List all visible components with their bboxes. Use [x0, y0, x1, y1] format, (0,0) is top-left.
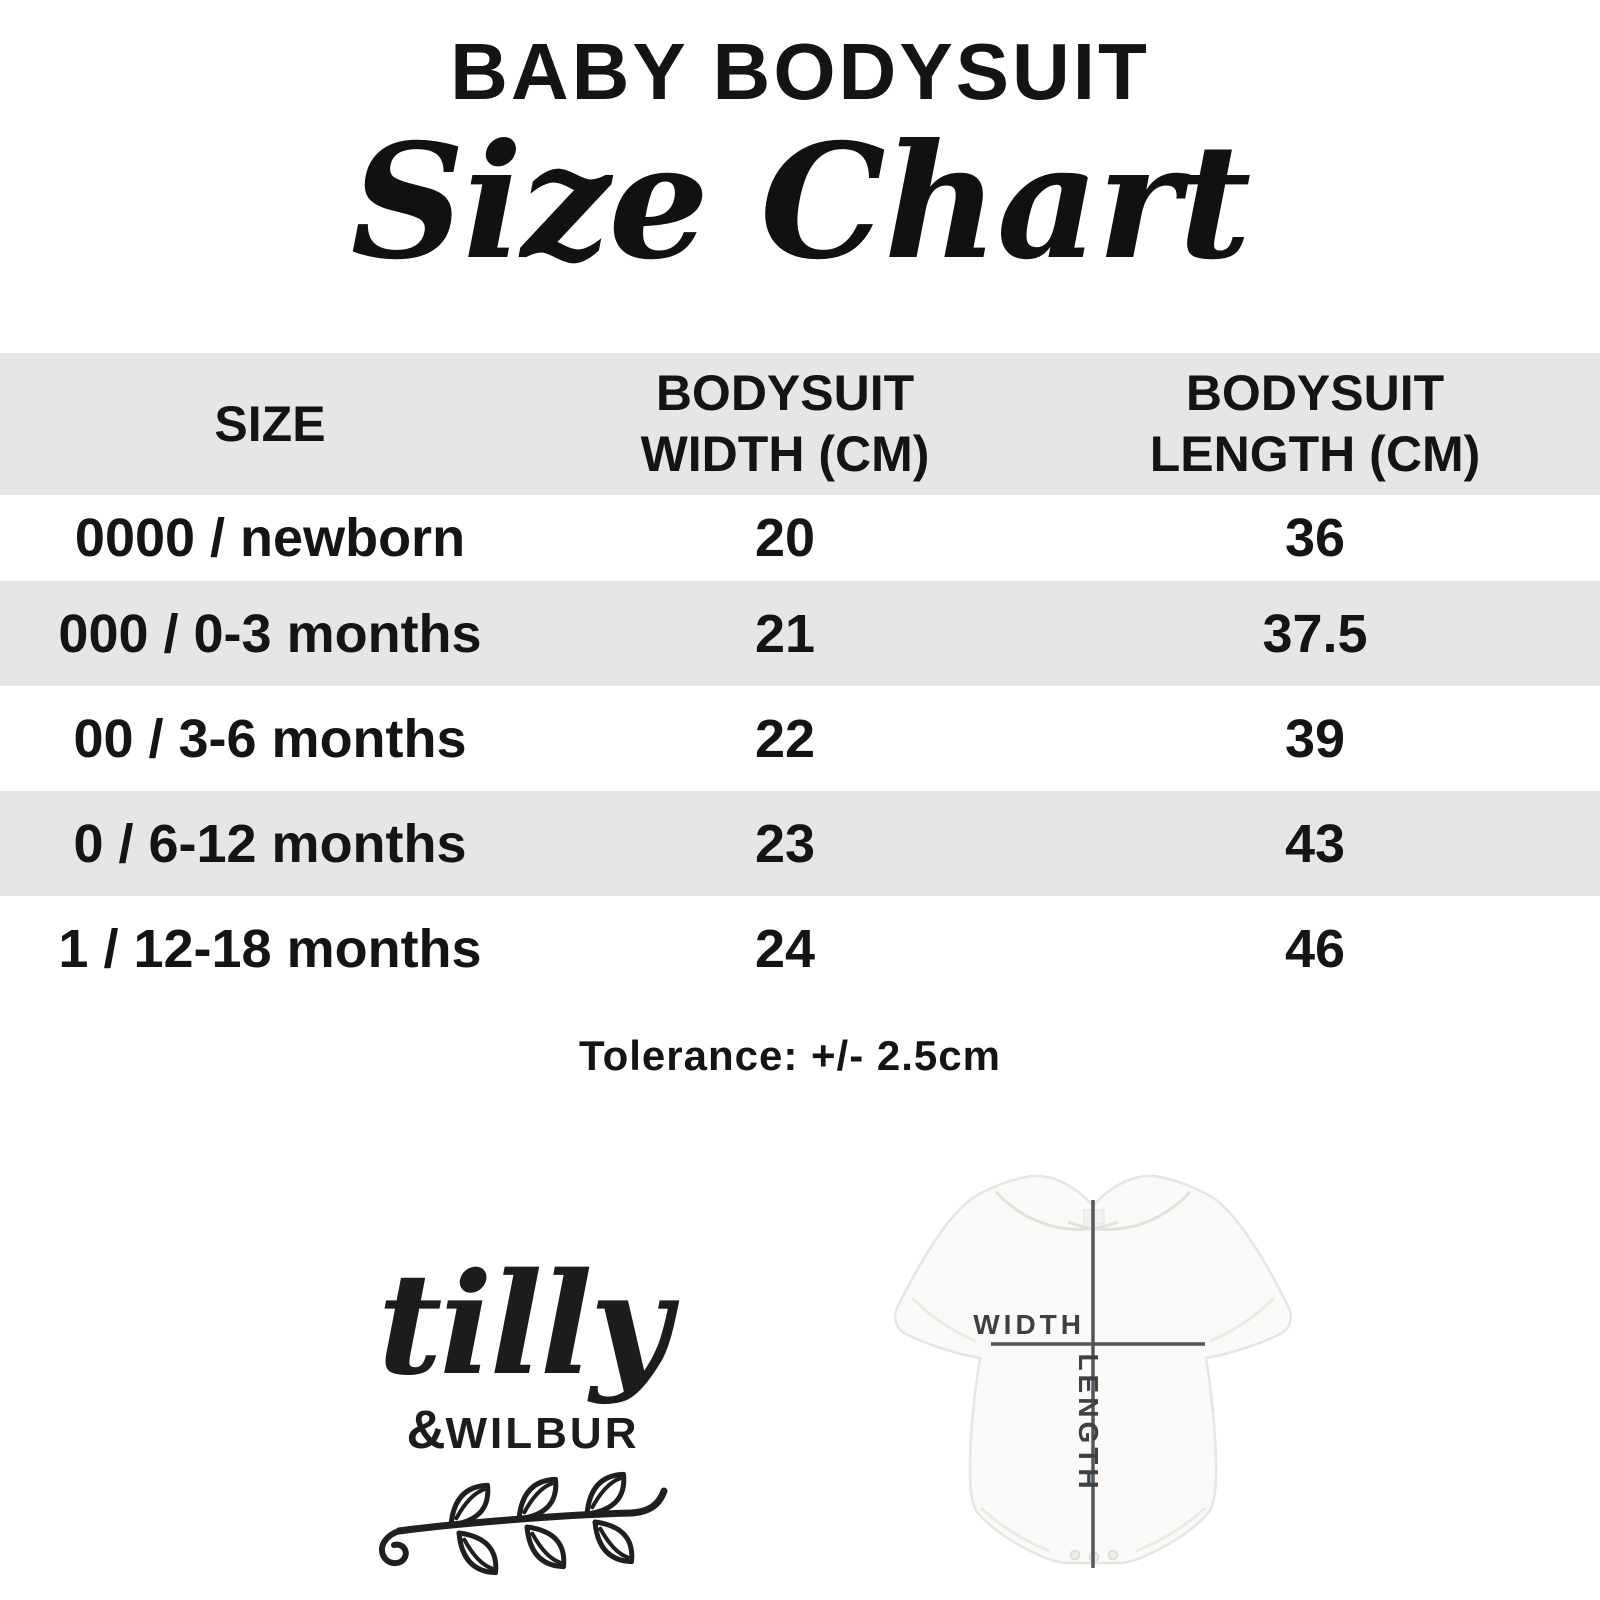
size-cell: 00 / 3-6 months: [73, 708, 467, 769]
header-cell-length: BODYSUIT LENGTH (CM): [1149, 365, 1481, 482]
length-cell: 46: [1284, 918, 1346, 979]
table-row: 000 / 0-3 months 21 37.5: [0, 581, 1600, 686]
width-cell: 22: [754, 708, 816, 769]
header-cell-size: SIZE: [214, 395, 326, 452]
length-label: LENGTH: [1073, 1353, 1104, 1492]
logo-script-text: tilly: [377, 1243, 672, 1407]
table-row: 1 / 12-18 months 24 46: [0, 896, 1600, 1001]
width-cell: 21: [754, 603, 816, 664]
width-cell: 20: [754, 508, 816, 568]
tolerance-note: Tolerance: +/- 2.5cm: [579, 1032, 1001, 1079]
length-cell: 37.5: [1262, 603, 1368, 664]
width-cell: 23: [754, 813, 816, 874]
size-cell: 000 / 0-3 months: [58, 603, 482, 664]
width-cell: 24: [754, 918, 816, 979]
length-cell: 43: [1284, 813, 1346, 874]
logo-caps-text: &WILBUR: [406, 1400, 640, 1460]
table-header-row: SIZE BODYSUIT WIDTH (CM) BODYSUIT LENGTH…: [0, 353, 1600, 495]
width-label: WIDTH: [973, 1309, 1085, 1340]
table-body: 0000 / newborn 20 36 000 / 0-3 months 21…: [0, 495, 1600, 1001]
bodysuit-illustration: WIDTH LENGTH: [878, 1148, 1312, 1593]
table-row: 00 / 3-6 months 22 39: [0, 686, 1600, 791]
table-row: 0 / 6-12 months 23 43: [0, 791, 1600, 896]
length-cell: 39: [1284, 708, 1346, 769]
script-title: Size Chart: [350, 110, 1252, 295]
table-row: 0000 / newborn 20 36: [0, 495, 1600, 581]
size-cell: 0000 / newborn: [74, 508, 466, 568]
size-cell: 0 / 6-12 months: [73, 813, 467, 874]
brand-logo: tilly &WILBUR: [358, 1238, 688, 1592]
size-cell: 1 / 12-18 months: [58, 918, 482, 979]
page-title: BABY BODYSUIT: [450, 27, 1150, 116]
ampersand: &: [406, 1400, 446, 1460]
size-table: SIZE BODYSUIT WIDTH (CM) BODYSUIT LENGTH…: [0, 353, 1600, 1001]
length-cell: 36: [1284, 508, 1346, 568]
header-cell-width: BODYSUIT WIDTH (CM): [640, 365, 930, 482]
laurel-branch-icon: [358, 1467, 688, 1592]
